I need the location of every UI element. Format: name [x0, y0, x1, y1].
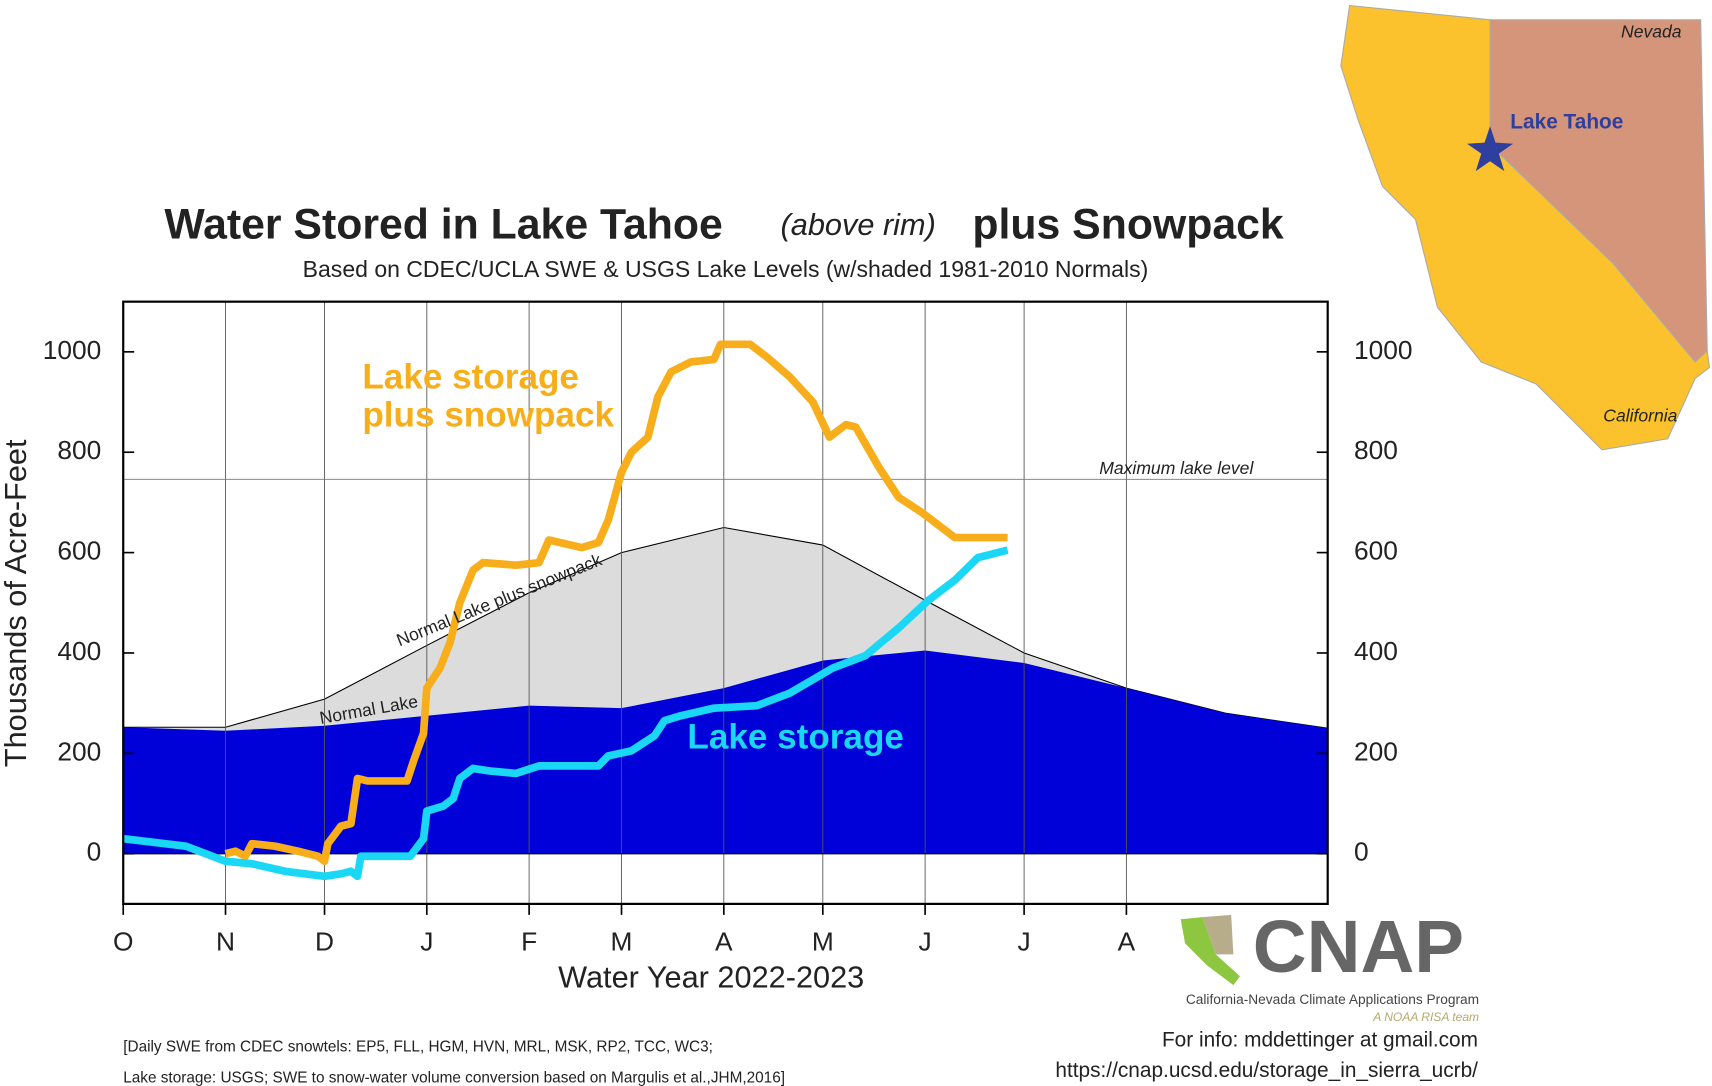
map-label: Lake Tahoe — [1510, 110, 1623, 133]
y-tick-label: 400 — [57, 636, 101, 666]
x-tick-label: A — [715, 926, 733, 956]
map-label: Nevada — [1621, 22, 1682, 42]
normal-area — [123, 650, 1328, 854]
y-tick-label: 1000 — [43, 335, 102, 365]
data-line — [122, 546, 1009, 881]
y2-tick-label: 600 — [1354, 536, 1398, 566]
y-axis-label: Thousands of Acre-Feet — [0, 439, 33, 767]
x-tick-label: F — [521, 926, 537, 956]
map-label: California — [1603, 405, 1677, 425]
plot: O N D J F M A M J J A 0 0 200 200 400 400 600 600 800 800 100… — [43, 300, 1413, 956]
logo-program: California-Nevada Climate Applications P… — [1186, 992, 1479, 1007]
chart-title: Water Stored in Lake Tahoe — [164, 200, 722, 248]
footnote: Lake storage: USGS; SWE to snow-water vo… — [123, 1069, 785, 1086]
logo: CNAP California-Nevada Climate Applicati… — [1180, 904, 1479, 1024]
data-line — [224, 340, 1008, 866]
logo-text: CNAP — [1253, 904, 1464, 988]
y2-tick-label: 800 — [1354, 435, 1398, 465]
x-tick-label: D — [315, 926, 334, 956]
map: Nevada Lake Tahoe California — [1340, 4, 1711, 451]
y-tick-label: 600 — [57, 536, 101, 566]
x-tick-label: M — [611, 926, 633, 956]
y2-tick-label: 200 — [1354, 736, 1398, 766]
contact: For info: mddettinger at gmail.com — [1162, 1029, 1478, 1052]
x-tick-label: M — [812, 926, 834, 956]
x-tick-label: J — [919, 926, 932, 956]
logo-team: A NOAA RISA team — [1372, 1010, 1479, 1024]
contact: https://cnap.ucsd.edu/storage_in_sierra_… — [1055, 1059, 1478, 1082]
chart-title-tail: plus Snowpack — [972, 200, 1284, 248]
series-label: Lake storage — [687, 718, 904, 757]
chart-subtitle: Based on CDEC/UCLA SWE & USGS Lake Level… — [303, 256, 1149, 282]
y-tick-label: 200 — [57, 736, 101, 766]
series-label-box: Lake storage plus snowpack — [362, 357, 614, 435]
series-label: Lake storage plus snowpack — [362, 357, 614, 435]
chart-title-note: (above rim) — [781, 207, 936, 242]
x-tick-label: J — [420, 926, 433, 956]
footnote: [Daily SWE from CDEC snowtels: EP5, FLL,… — [123, 1039, 713, 1056]
x-tick-label: A — [1118, 926, 1136, 956]
y-tick-label: 800 — [57, 435, 101, 465]
plot-frame — [122, 300, 1329, 905]
y-tick-label: 0 — [87, 837, 102, 867]
x-tick-label: J — [1018, 926, 1031, 956]
x-tick-label: O — [113, 926, 133, 956]
y2-tick-label: 400 — [1354, 636, 1398, 666]
y2-tick-label: 0 — [1354, 837, 1369, 867]
y2-tick-label: 1000 — [1354, 335, 1413, 365]
max-lake-label: Maximum lake level — [1099, 458, 1254, 478]
x-axis-label: Water Year 2022-2023 — [558, 960, 864, 995]
x-tick-label: N — [216, 926, 235, 956]
